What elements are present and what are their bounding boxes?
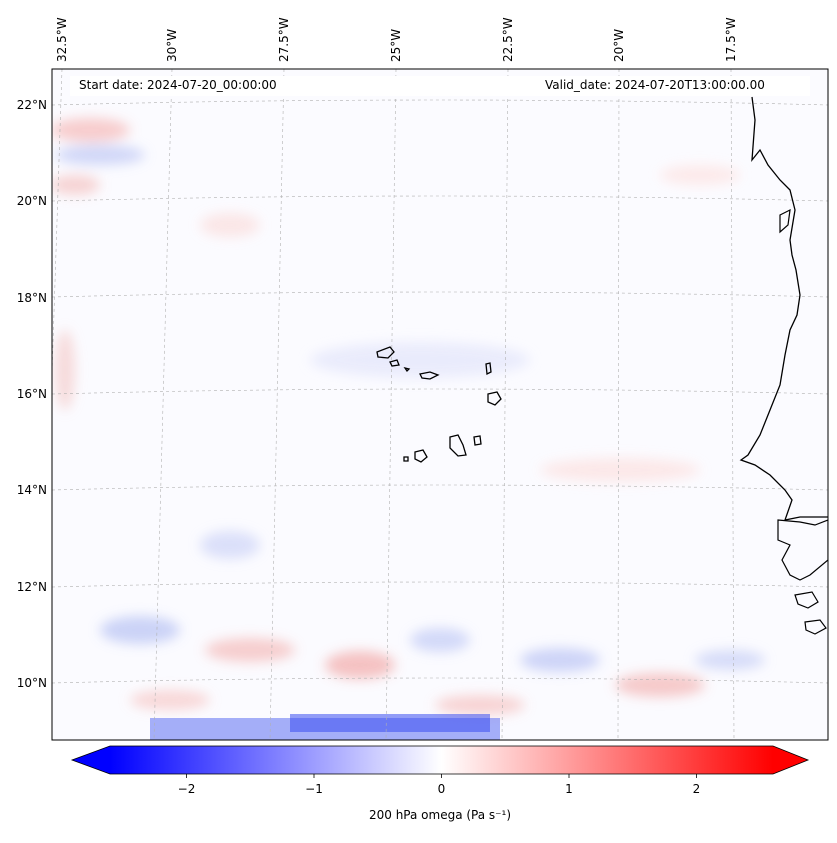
parallel-16n xyxy=(52,388,828,395)
colorbar-tick-label: 0 xyxy=(437,782,446,796)
graticule xyxy=(52,69,828,740)
island-sao-vicente xyxy=(389,359,400,367)
positive-omega-blob xyxy=(52,118,130,142)
coastline-banc-arguin xyxy=(779,208,791,234)
parallel-14n xyxy=(52,484,828,491)
colorbar-extend-min xyxy=(72,746,110,774)
meridian-27-5w xyxy=(269,69,285,740)
island-maio xyxy=(473,435,482,446)
island-sal xyxy=(485,362,492,376)
negative-omega-blob xyxy=(310,342,530,378)
colorbar-tick-label: −2 xyxy=(177,782,196,796)
lat-label-22n: 22°N xyxy=(16,98,47,112)
positive-omega-blob xyxy=(540,458,700,482)
colorbar-extend-max xyxy=(773,746,808,774)
positive-omega-blob xyxy=(200,213,260,237)
negative-omega-band xyxy=(290,714,490,732)
lon-label-20w: 20°W xyxy=(612,28,626,62)
lon-label-22-5w: 22.5°W xyxy=(501,17,515,62)
start-date-label: Start date: 2024-07-20_00:00:00 xyxy=(77,78,279,92)
island-sao-nicolau xyxy=(419,371,440,380)
lon-label-17-5w: 17.5°W xyxy=(724,17,738,62)
colorbar-tick-label: 1 xyxy=(565,782,573,796)
lat-label-18n: 18°N xyxy=(16,291,47,305)
negative-omega-blob xyxy=(520,648,600,672)
negative-omega-blob xyxy=(55,145,145,165)
parallel-18n xyxy=(52,291,828,298)
plot-frame xyxy=(51,68,829,741)
island-brava xyxy=(403,456,409,462)
lat-label-14n: 14°N xyxy=(16,483,47,497)
coastline-guinea-bissau xyxy=(777,519,828,581)
omega-field xyxy=(52,69,828,740)
positive-omega-blob xyxy=(435,695,525,715)
colorbar-tick-label: −1 xyxy=(305,782,323,796)
parallel-10n xyxy=(52,677,828,684)
positive-omega-blob xyxy=(55,330,75,410)
cape-verde-islands xyxy=(376,346,502,463)
parallel-20n xyxy=(52,195,828,202)
valid-date-label: Valid_date: 2024-07-20T13:00:00.00 xyxy=(543,78,767,92)
island-santo-antao xyxy=(376,346,395,359)
parallel-12n xyxy=(52,581,828,588)
positive-omega-blob xyxy=(130,690,210,710)
lon-label-27-5w: 27.5°W xyxy=(277,17,291,62)
island-boa-vista xyxy=(487,391,502,406)
lon-label-30w: 30°W xyxy=(165,28,179,62)
coastline-islands-south xyxy=(804,619,827,635)
colorbar-outline xyxy=(70,745,810,775)
positive-omega-blob xyxy=(52,175,100,195)
lon-label-32-5w: 32.5°W xyxy=(55,17,69,62)
positive-omega-blob xyxy=(325,651,395,679)
meridian-25w xyxy=(385,69,397,740)
colorbar-label: 200 hPa omega (Pa s⁻¹) xyxy=(368,808,511,822)
meridian-22-5w xyxy=(501,69,509,740)
island-fogo xyxy=(414,449,428,463)
lat-label-10n: 10°N xyxy=(16,676,47,690)
lon-label-25w: 25°W xyxy=(389,28,403,62)
negative-omega-blob xyxy=(695,650,765,670)
colorbar-gradient xyxy=(110,746,773,774)
colorbar xyxy=(70,745,810,778)
negative-omega-blob xyxy=(100,616,180,644)
positive-omega-blob xyxy=(660,165,740,185)
negative-omega-blob xyxy=(200,531,260,559)
island-santiago xyxy=(449,434,467,457)
meridian-20w xyxy=(617,69,620,740)
meridian-30w xyxy=(153,69,173,740)
meridian-17-5w xyxy=(730,69,735,740)
lat-label-12n: 12°N xyxy=(16,580,47,594)
coastline-bijagos xyxy=(794,591,819,609)
parallel-22n xyxy=(52,99,828,106)
coastline-africa xyxy=(739,96,828,521)
positive-omega-blob xyxy=(615,673,705,697)
negative-omega-blob xyxy=(410,628,470,652)
lat-label-16n: 16°N xyxy=(16,387,47,401)
lat-label-20n: 20°N xyxy=(16,194,47,208)
positive-omega-blob xyxy=(205,638,295,662)
island-santa-luzia xyxy=(403,366,411,373)
colorbar-tick-label: 2 xyxy=(692,782,701,796)
